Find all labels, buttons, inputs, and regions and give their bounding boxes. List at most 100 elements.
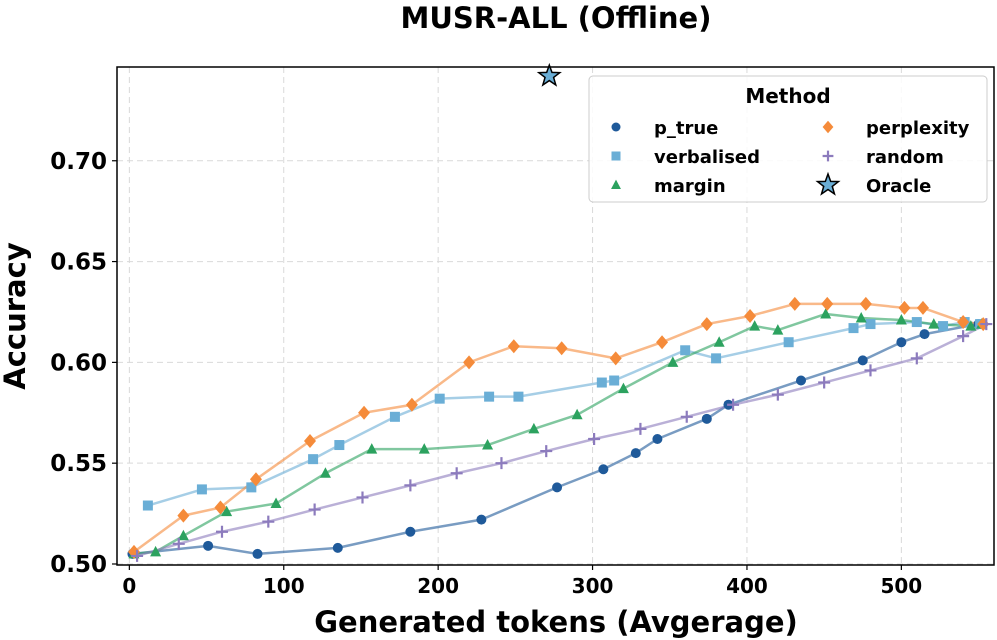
legend-marker-random [822,150,834,162]
x-axis-label: Generated tokens (Avgerage) [314,605,798,639]
point-perplexity [916,300,929,315]
point-perplexity [405,397,418,412]
point-margin [617,382,629,394]
point-random [818,376,831,389]
point-p-true [919,329,930,340]
y-tick-label: 0.65 [50,250,107,276]
point-margin [150,545,162,557]
y-tick-label: 0.55 [50,451,107,477]
line-perplexity [133,302,984,553]
point-margin [270,497,282,509]
point-perplexity [744,309,757,323]
y-axis-ticks: 0.50 0.55 0.60 0.65 0.70 [50,149,117,578]
y-tick-label: 0.70 [50,149,107,175]
point-margin [667,356,679,367]
point-verbalised [246,482,257,493]
point-random [450,467,463,480]
point-margin [221,505,233,517]
x-tick-label: 0 [122,574,136,598]
point-random [680,410,693,423]
legend-marker-p-true [611,122,621,132]
point-verbalised [484,391,495,402]
point-random [980,318,993,331]
point-verbalised [596,377,607,388]
point-perplexity [463,355,476,370]
chart-title: MUSR-ALL (Offline) [401,1,712,35]
legend-title: Method [745,84,830,108]
point-margin [571,408,583,420]
point-p-true [598,464,609,475]
point-random [172,537,185,550]
point-verbalised [308,454,319,465]
point-perplexity [555,341,568,356]
x-tick-label: 100 [263,574,305,598]
point-perplexity [304,434,317,449]
point-p-true [701,413,712,424]
point-random [957,330,970,343]
legend-label-p-true: p_true [654,118,718,139]
series-lines [132,302,987,558]
y-tick-label: 0.60 [50,350,107,376]
point-perplexity [358,405,371,420]
point-margin [418,443,430,454]
point-perplexity [898,300,911,315]
x-axis-ticks: 0 100 200 300 400 500 [122,565,922,598]
point-random [540,445,553,458]
point-random [215,525,228,538]
point-random [495,457,508,470]
point-random [634,422,647,435]
point-p-true [652,433,663,444]
point-random [588,432,601,445]
legend-marker-perplexity [822,120,834,134]
point-margin [820,307,832,319]
legend-label-random: random [866,147,944,168]
point-margin [528,422,540,434]
point-margin [366,443,378,454]
point-random [864,364,877,377]
point-margin [965,320,977,331]
point-margin [177,529,189,541]
point-perplexity [507,339,520,354]
point-random [262,515,275,528]
point-random [727,398,740,411]
point-margin [855,312,867,323]
x-tick-label: 200 [417,574,459,598]
legend-marker-margin [611,179,621,190]
point-verbalised [389,411,400,422]
point-margin [319,467,331,478]
point-random [771,388,784,401]
legend-label-oracle: Oracle [866,176,931,197]
point-margin [772,324,784,335]
point-margin [482,439,494,450]
point-perplexity [700,317,713,332]
x-tick-label: 500 [880,574,922,598]
point-margin [928,318,940,329]
plot-area-frame [116,66,995,566]
legend-label-verbalised: verbalised [654,147,760,168]
point-random [308,503,321,516]
point-verbalised [680,345,691,356]
point-verbalised [434,393,445,404]
legend-label-margin: margin [654,176,726,197]
legend-marker-oracle [815,171,841,196]
point-verbalised [196,484,207,495]
point-perplexity [788,296,801,311]
point-p-true [203,540,214,551]
point-p-true [476,514,487,525]
point-verbalised [609,375,620,386]
point-p-true [252,548,263,559]
point-p-true [896,337,907,348]
y-axis-label: Accuracy [0,242,32,390]
point-perplexity [249,472,262,487]
point-perplexity [656,335,669,350]
point-random [131,549,144,562]
point-p-true [552,482,563,493]
point-verbalised [938,321,949,332]
point-verbalised [142,500,153,511]
point-perplexity [609,351,622,366]
point-p-true [857,355,868,366]
x-tick-label: 300 [572,574,614,598]
point-margin [749,320,761,331]
x-tick-label: 400 [726,574,768,598]
